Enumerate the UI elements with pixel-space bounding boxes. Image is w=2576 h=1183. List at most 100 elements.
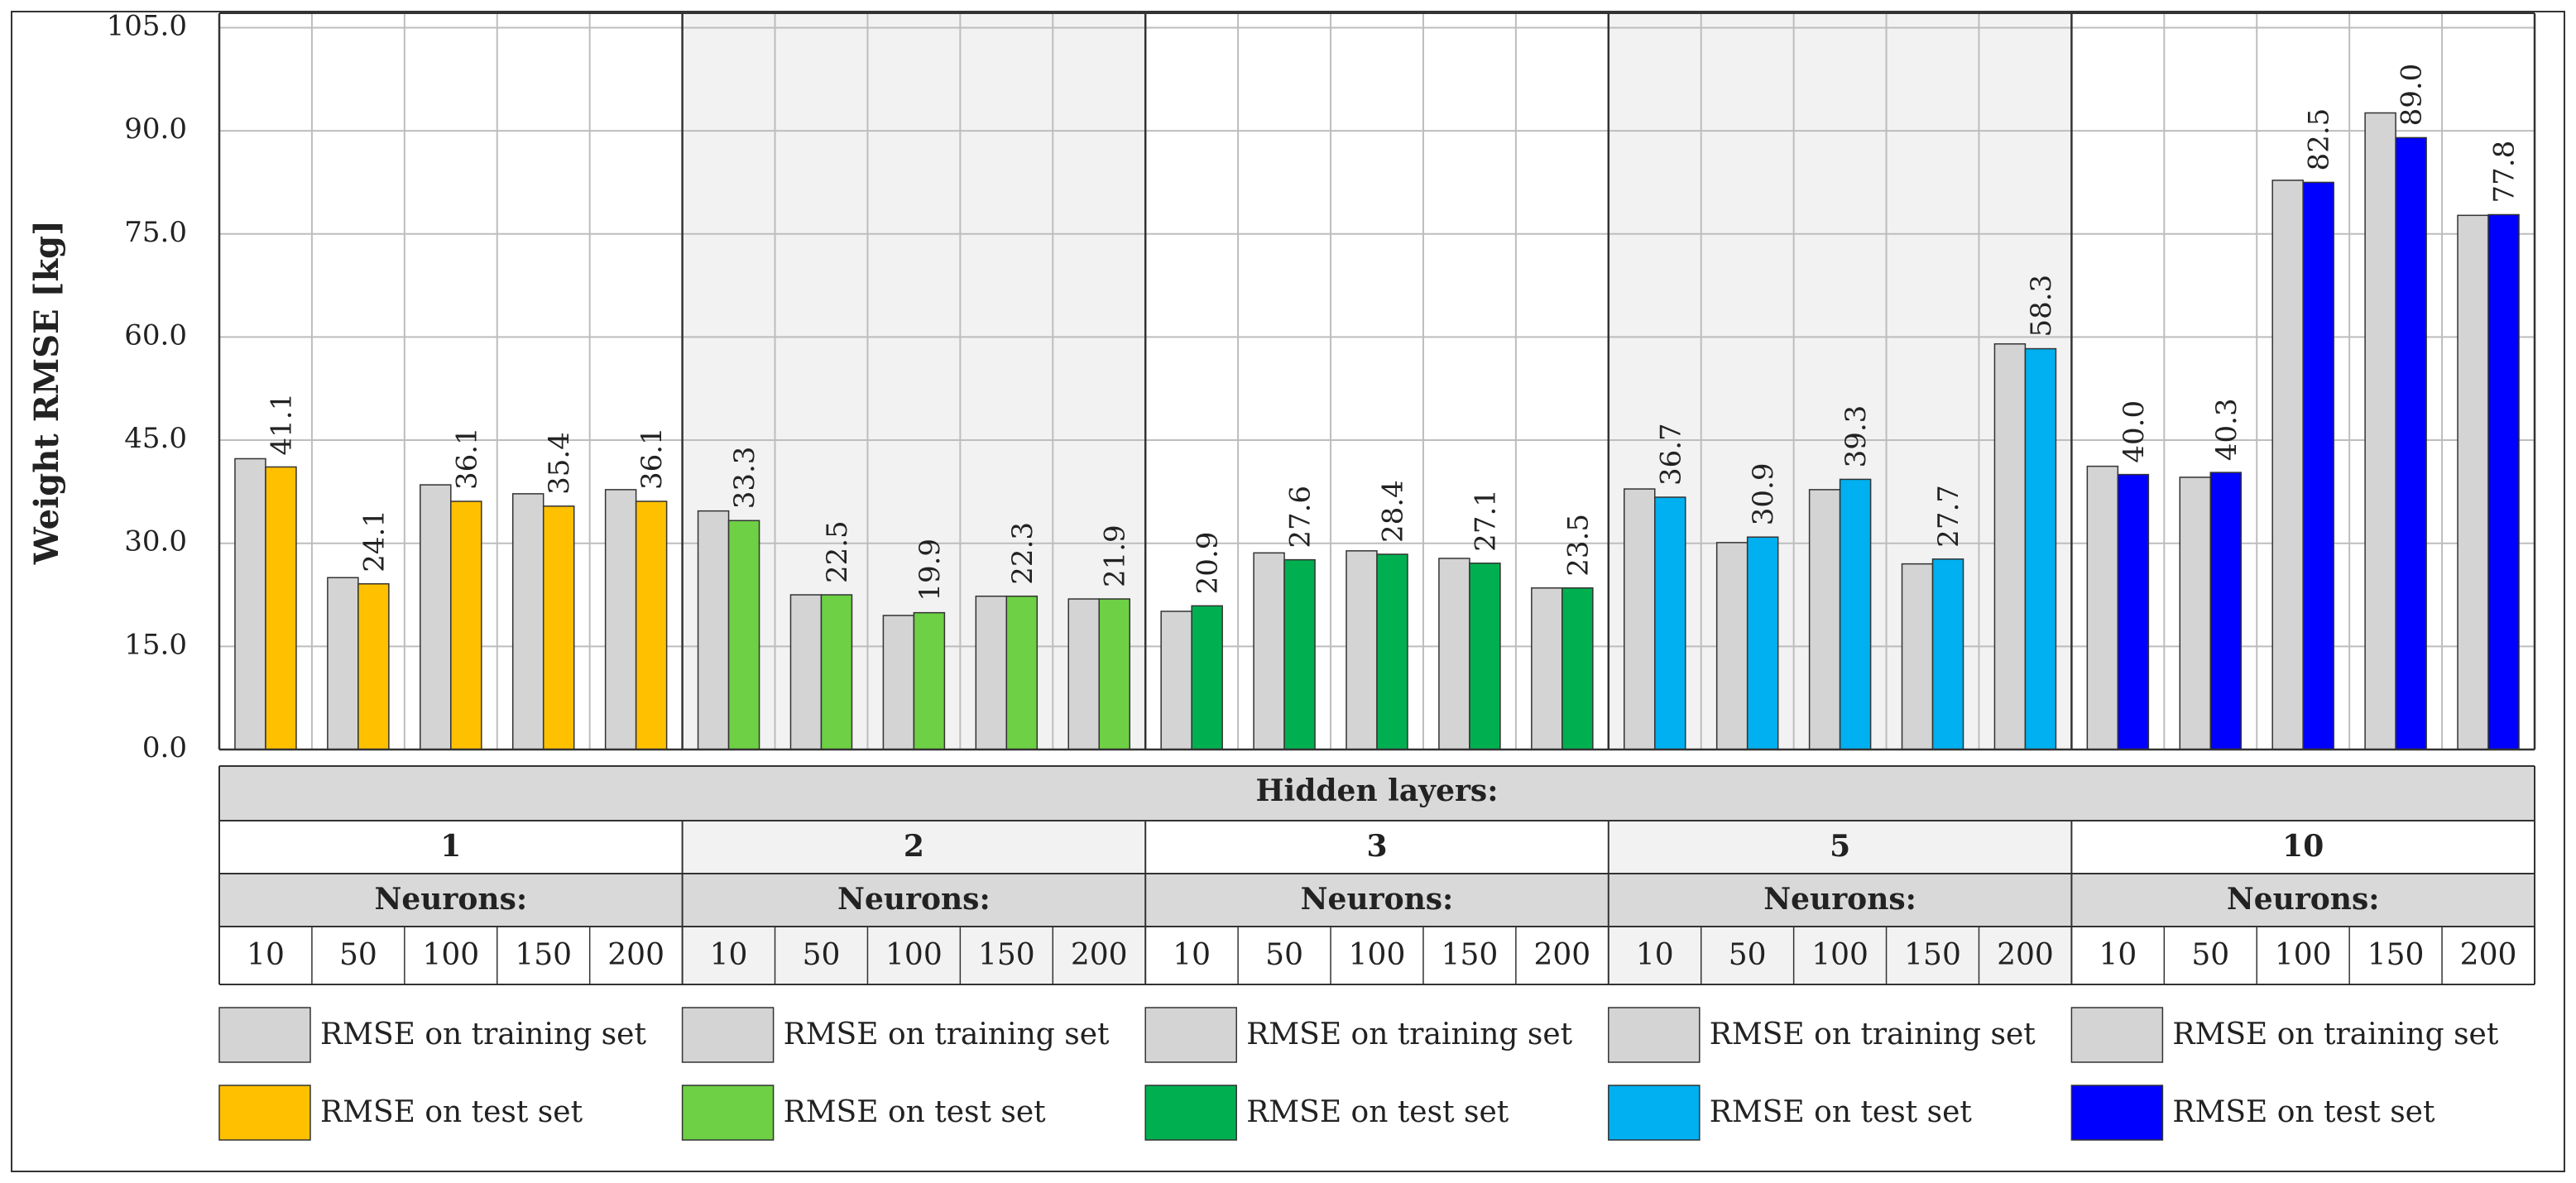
bar-test-l10-n100 [2302,181,2334,750]
legend-label-test: RMSE on test set [1710,1095,1973,1129]
neuron-count-l3-n200: 200 [1533,938,1590,972]
category-table: Hidden layers: 1 Neurons: 10 50 100 150 200 2 Neu… [218,765,2535,985]
bar-train-l3-n100 [1346,550,1378,750]
neuron-count-l1-n50: 50 [339,938,377,972]
y-tick-label: 90.0 [124,113,187,146]
neurons-label: Neurons: [1763,882,1916,917]
bar-test-l5-n100 [1839,478,1872,750]
bar-train-l3-n10 [1160,611,1192,750]
neuron-count-l1-n150: 150 [515,938,572,972]
data-label-test-l3-n50: 27.6 [1284,486,1317,548]
data-label-test-l2-n50: 22.5 [821,520,854,583]
bar-train-l5-n150 [1901,563,1934,750]
neurons-label: Neurons: [2227,882,2380,917]
bar-test-l10-n200 [2487,213,2520,750]
bar-train-l1-n50 [327,577,359,750]
neurons-label: Neurons: [1301,882,1454,917]
bar-train-l1-n200 [604,489,637,750]
neurons-row [219,874,2535,927]
bar-test-l3-n200 [1561,587,1594,750]
bar-train-l2-n50 [789,594,823,750]
y-axis-label: Weight RMSE [kg] [27,220,66,565]
bar-test-l3-n150 [1469,563,1501,750]
legend-label-train: RMSE on training set [784,1018,1110,1051]
y-tick-label: 30.0 [124,525,187,558]
legend-swatch-train [2070,1007,2164,1063]
data-label-test-l10-n150: 89.0 [2396,64,2429,127]
layers-band-2 [682,821,1146,874]
bar-test-l1-n200 [635,500,668,750]
bar-train-l5-n200 [1993,342,2027,750]
hidden-layers-row [219,766,2535,821]
legend-label-test: RMSE on test set [1246,1095,1509,1129]
bar-test-l10-n50 [2209,472,2243,750]
neuron-count-l5-n50: 50 [1729,938,1767,972]
legend-swatch-test-l5 [1608,1085,1701,1141]
neurons-label: Neurons: [374,882,527,917]
bar-train-l10-n200 [2457,214,2489,750]
data-label-test-l1-n200: 36.1 [636,427,669,490]
bar-test-l1-n100 [450,500,482,750]
neuron-count-l10-n10: 10 [2099,938,2137,972]
bar-test-l3-n100 [1376,553,1408,750]
data-label-test-l3-n150: 27.1 [1469,489,1502,552]
legend-label-train: RMSE on training set [2172,1018,2498,1051]
layers-value-3: 3 [1366,829,1387,864]
neurons-band-2 [682,927,1146,984]
data-label-test-l5-n10: 36.7 [1654,423,1687,486]
data-label-test-l10-n200: 77.8 [2488,141,2521,204]
bar-test-l1-n50 [357,582,390,750]
data-label-test-l10-n100: 82.5 [2303,108,2336,171]
legend-swatch-test-l2 [681,1085,775,1141]
layers-value-5: 5 [1830,829,1850,864]
data-label-test-l2-n200: 21.9 [1099,524,1132,587]
data-label-test-l1-n100: 36.1 [450,427,483,490]
neuron-count-l2-n200: 200 [1071,938,1128,972]
y-tick-label: 60.0 [124,318,187,352]
neuron-count-l1-n10: 10 [247,938,285,972]
data-label-test-l5-n200: 58.3 [2025,275,2058,338]
legend-label-test: RMSE on test set [320,1095,583,1129]
neuron-count-l2-n10: 10 [710,938,748,972]
legend-label-test: RMSE on test set [2172,1095,2435,1129]
bar-train-l1-n100 [420,484,452,750]
bar-test-l3-n10 [1191,605,1223,750]
neuron-count-l5-n150: 150 [1904,938,1961,972]
data-label-test-l5-n150: 27.7 [1932,485,1965,548]
neuron-count-l2-n50: 50 [803,938,841,972]
bar-test-l5-n10 [1654,496,1686,750]
bar-train-l3-n50 [1253,552,1285,750]
neuron-count-l10-n200: 200 [2460,938,2517,972]
bar-test-l10-n150 [2395,136,2427,750]
legend-swatch-test-l1 [218,1085,311,1141]
bar-test-l10-n10 [2117,473,2150,750]
legend-swatch-train [1608,1007,1701,1063]
legend-label-train: RMSE on training set [320,1018,646,1051]
neuron-count-l3-n50: 50 [1265,938,1303,972]
neuron-count-l3-n10: 10 [1173,938,1211,972]
bar-test-l1-n10 [265,466,297,750]
y-tick-label: 105.0 [107,9,187,42]
bar-test-l5-n50 [1746,536,1779,750]
bar-test-l2-n10 [727,520,760,750]
bar-train-l2-n10 [697,510,730,750]
neuron-count-l10-n150: 150 [2367,938,2425,972]
bar-train-l2-n100 [882,615,915,750]
data-label-test-l2-n150: 22.3 [1006,522,1039,585]
bar-train-l3-n200 [1531,587,1563,750]
y-tick-label: 45.0 [124,422,187,455]
bar-train-l5-n10 [1624,488,1656,750]
data-label-test-l10-n10: 40.0 [2118,400,2151,463]
neuron-count-l2-n100: 100 [885,938,943,972]
bar-train-l10-n50 [2179,477,2212,750]
neuron-count-l1-n100: 100 [422,938,479,972]
data-label-test-l1-n150: 35.4 [543,432,576,495]
data-label-test-l5-n50: 30.9 [1747,463,1780,526]
legend-swatch-test-l3 [1144,1085,1237,1141]
legend: RMSE on training set RMSE on test set RMSE… [218,1007,2499,1141]
layers-value-1: 1 [440,829,461,864]
bar-test-l2-n50 [820,594,853,750]
bar-train-l1-n10 [234,457,266,750]
bar-test-l5-n200 [2024,347,2057,750]
neuron-count-l3-n100: 100 [1349,938,1406,972]
